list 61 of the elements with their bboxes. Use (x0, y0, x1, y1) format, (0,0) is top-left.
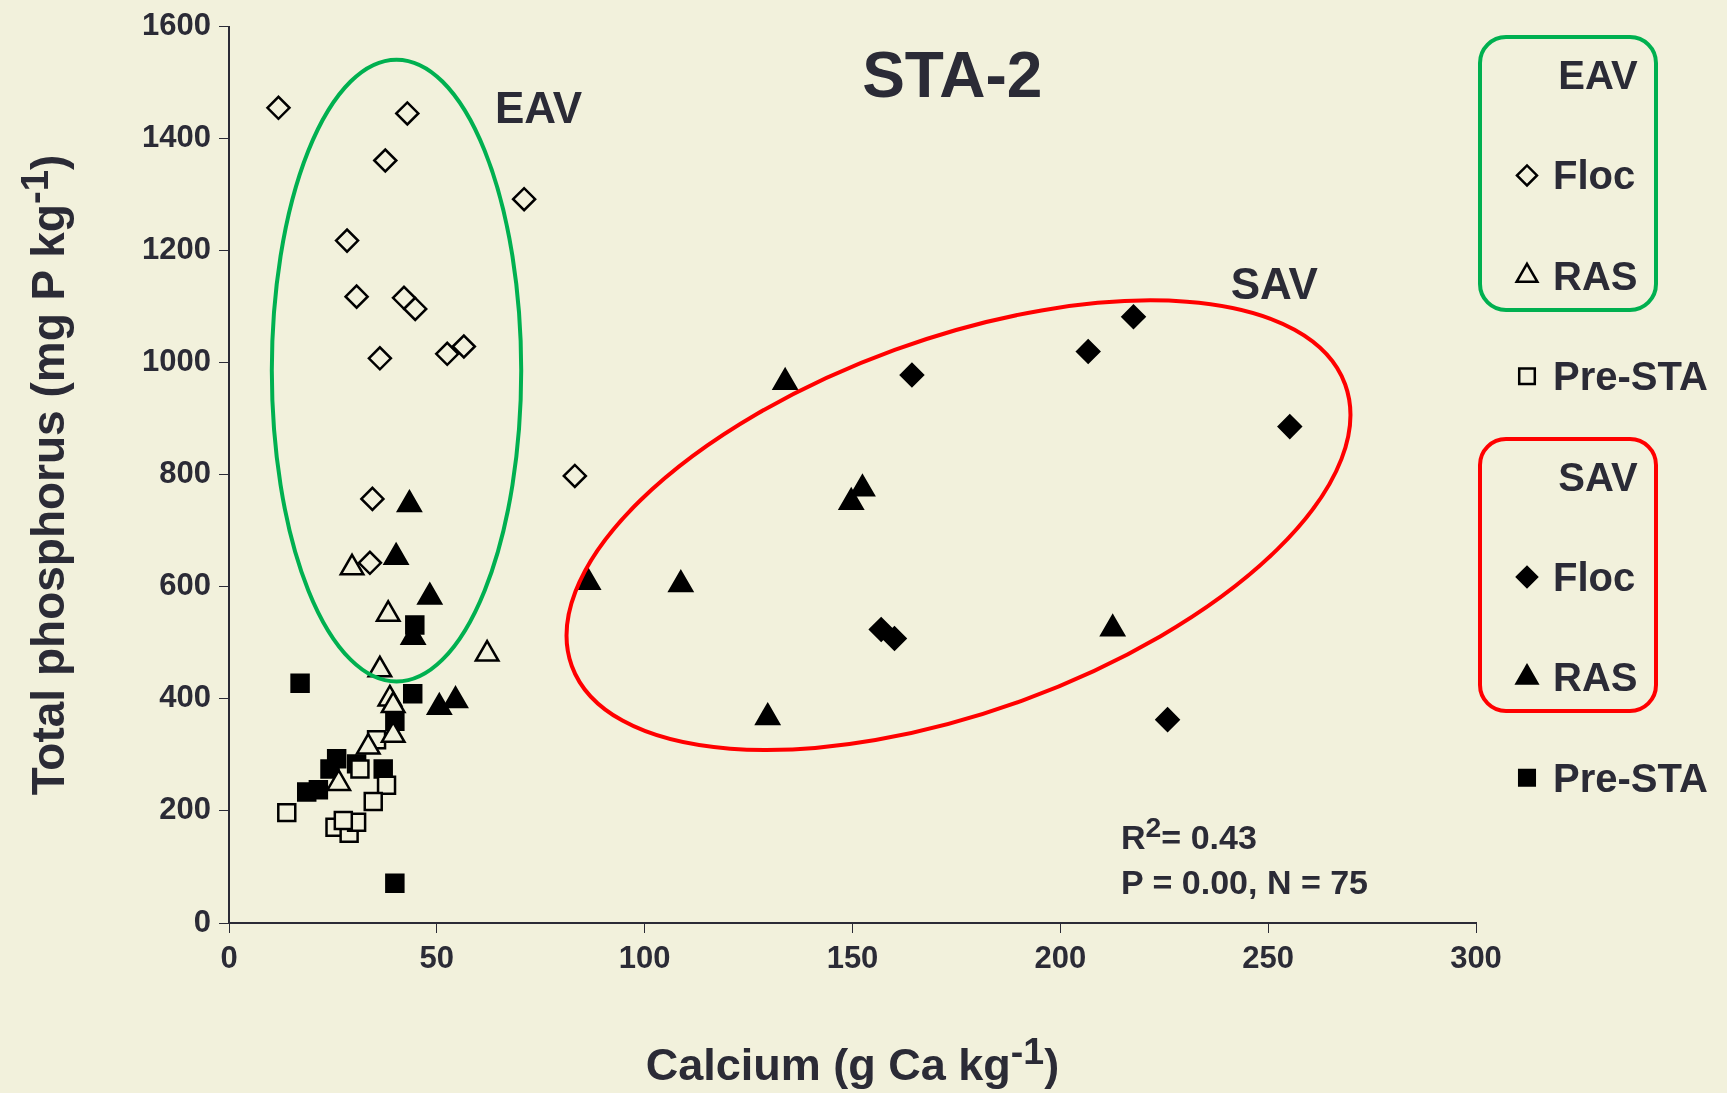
point (350, 759, 370, 779)
point (334, 228, 360, 253)
y-tick-label: 400 (159, 679, 211, 715)
point (402, 296, 428, 322)
point (363, 791, 383, 812)
legend-label: Pre-STA (1553, 755, 1708, 801)
point (1075, 339, 1101, 364)
text: EAV (1558, 52, 1638, 97)
y-tick-label: 200 (159, 791, 211, 827)
point (434, 341, 460, 367)
legend-label: RAS (1553, 654, 1638, 700)
x-tick-label: 50 (419, 940, 455, 976)
annotation: EAV (495, 82, 583, 133)
point (1121, 304, 1146, 330)
annotation: P = 0.00, N = 75 (1121, 863, 1368, 902)
x-tick-label: 100 (618, 940, 671, 976)
point (882, 626, 907, 651)
y-tick-label: 800 (159, 455, 211, 491)
point (868, 617, 894, 642)
x-tick-label: 200 (1034, 940, 1087, 976)
y-tick-label: 1600 (142, 7, 211, 43)
point (562, 463, 588, 489)
legend-label: RAS (1553, 253, 1638, 299)
point (266, 95, 291, 121)
x-tick-label: 250 (1242, 940, 1295, 976)
point (308, 779, 329, 800)
point (373, 759, 393, 779)
legend-label: Pre-STA (1553, 353, 1708, 399)
point (511, 186, 537, 212)
point (385, 873, 405, 893)
point (277, 802, 297, 823)
y-tick-label: 0 (193, 903, 211, 939)
point (451, 334, 477, 359)
y-tick-label: 600 (159, 567, 211, 603)
point (360, 486, 385, 512)
point (391, 285, 417, 311)
y-tick-label: 1400 (142, 119, 211, 155)
point (367, 346, 393, 371)
x-tick-label: 150 (826, 940, 879, 976)
point (290, 673, 310, 693)
x-axis-title: Calcium (g Ca kg$^{-1}$) (644, 1030, 1061, 1091)
annotation: SAV (1230, 259, 1318, 310)
y-tick-label: 1000 (142, 343, 211, 379)
point (357, 550, 383, 576)
point (344, 284, 369, 309)
point (333, 810, 354, 831)
point (1277, 414, 1303, 439)
x-tick-label: 300 (1450, 940, 1502, 976)
point (402, 684, 423, 704)
point (899, 362, 925, 388)
point (373, 148, 398, 173)
point (1155, 707, 1180, 732)
legend-label: Floc (1553, 554, 1636, 600)
legend-label: Floc (1553, 152, 1636, 198)
x-tick-label: 0 (220, 940, 238, 976)
chart-title: STA-2 (862, 38, 1043, 112)
y-tick-label: 1200 (142, 231, 211, 267)
annotation: R$^{2}$= 0.43 (1121, 811, 1257, 858)
text: SAV (1558, 454, 1638, 499)
point (320, 759, 340, 779)
point (395, 101, 420, 126)
